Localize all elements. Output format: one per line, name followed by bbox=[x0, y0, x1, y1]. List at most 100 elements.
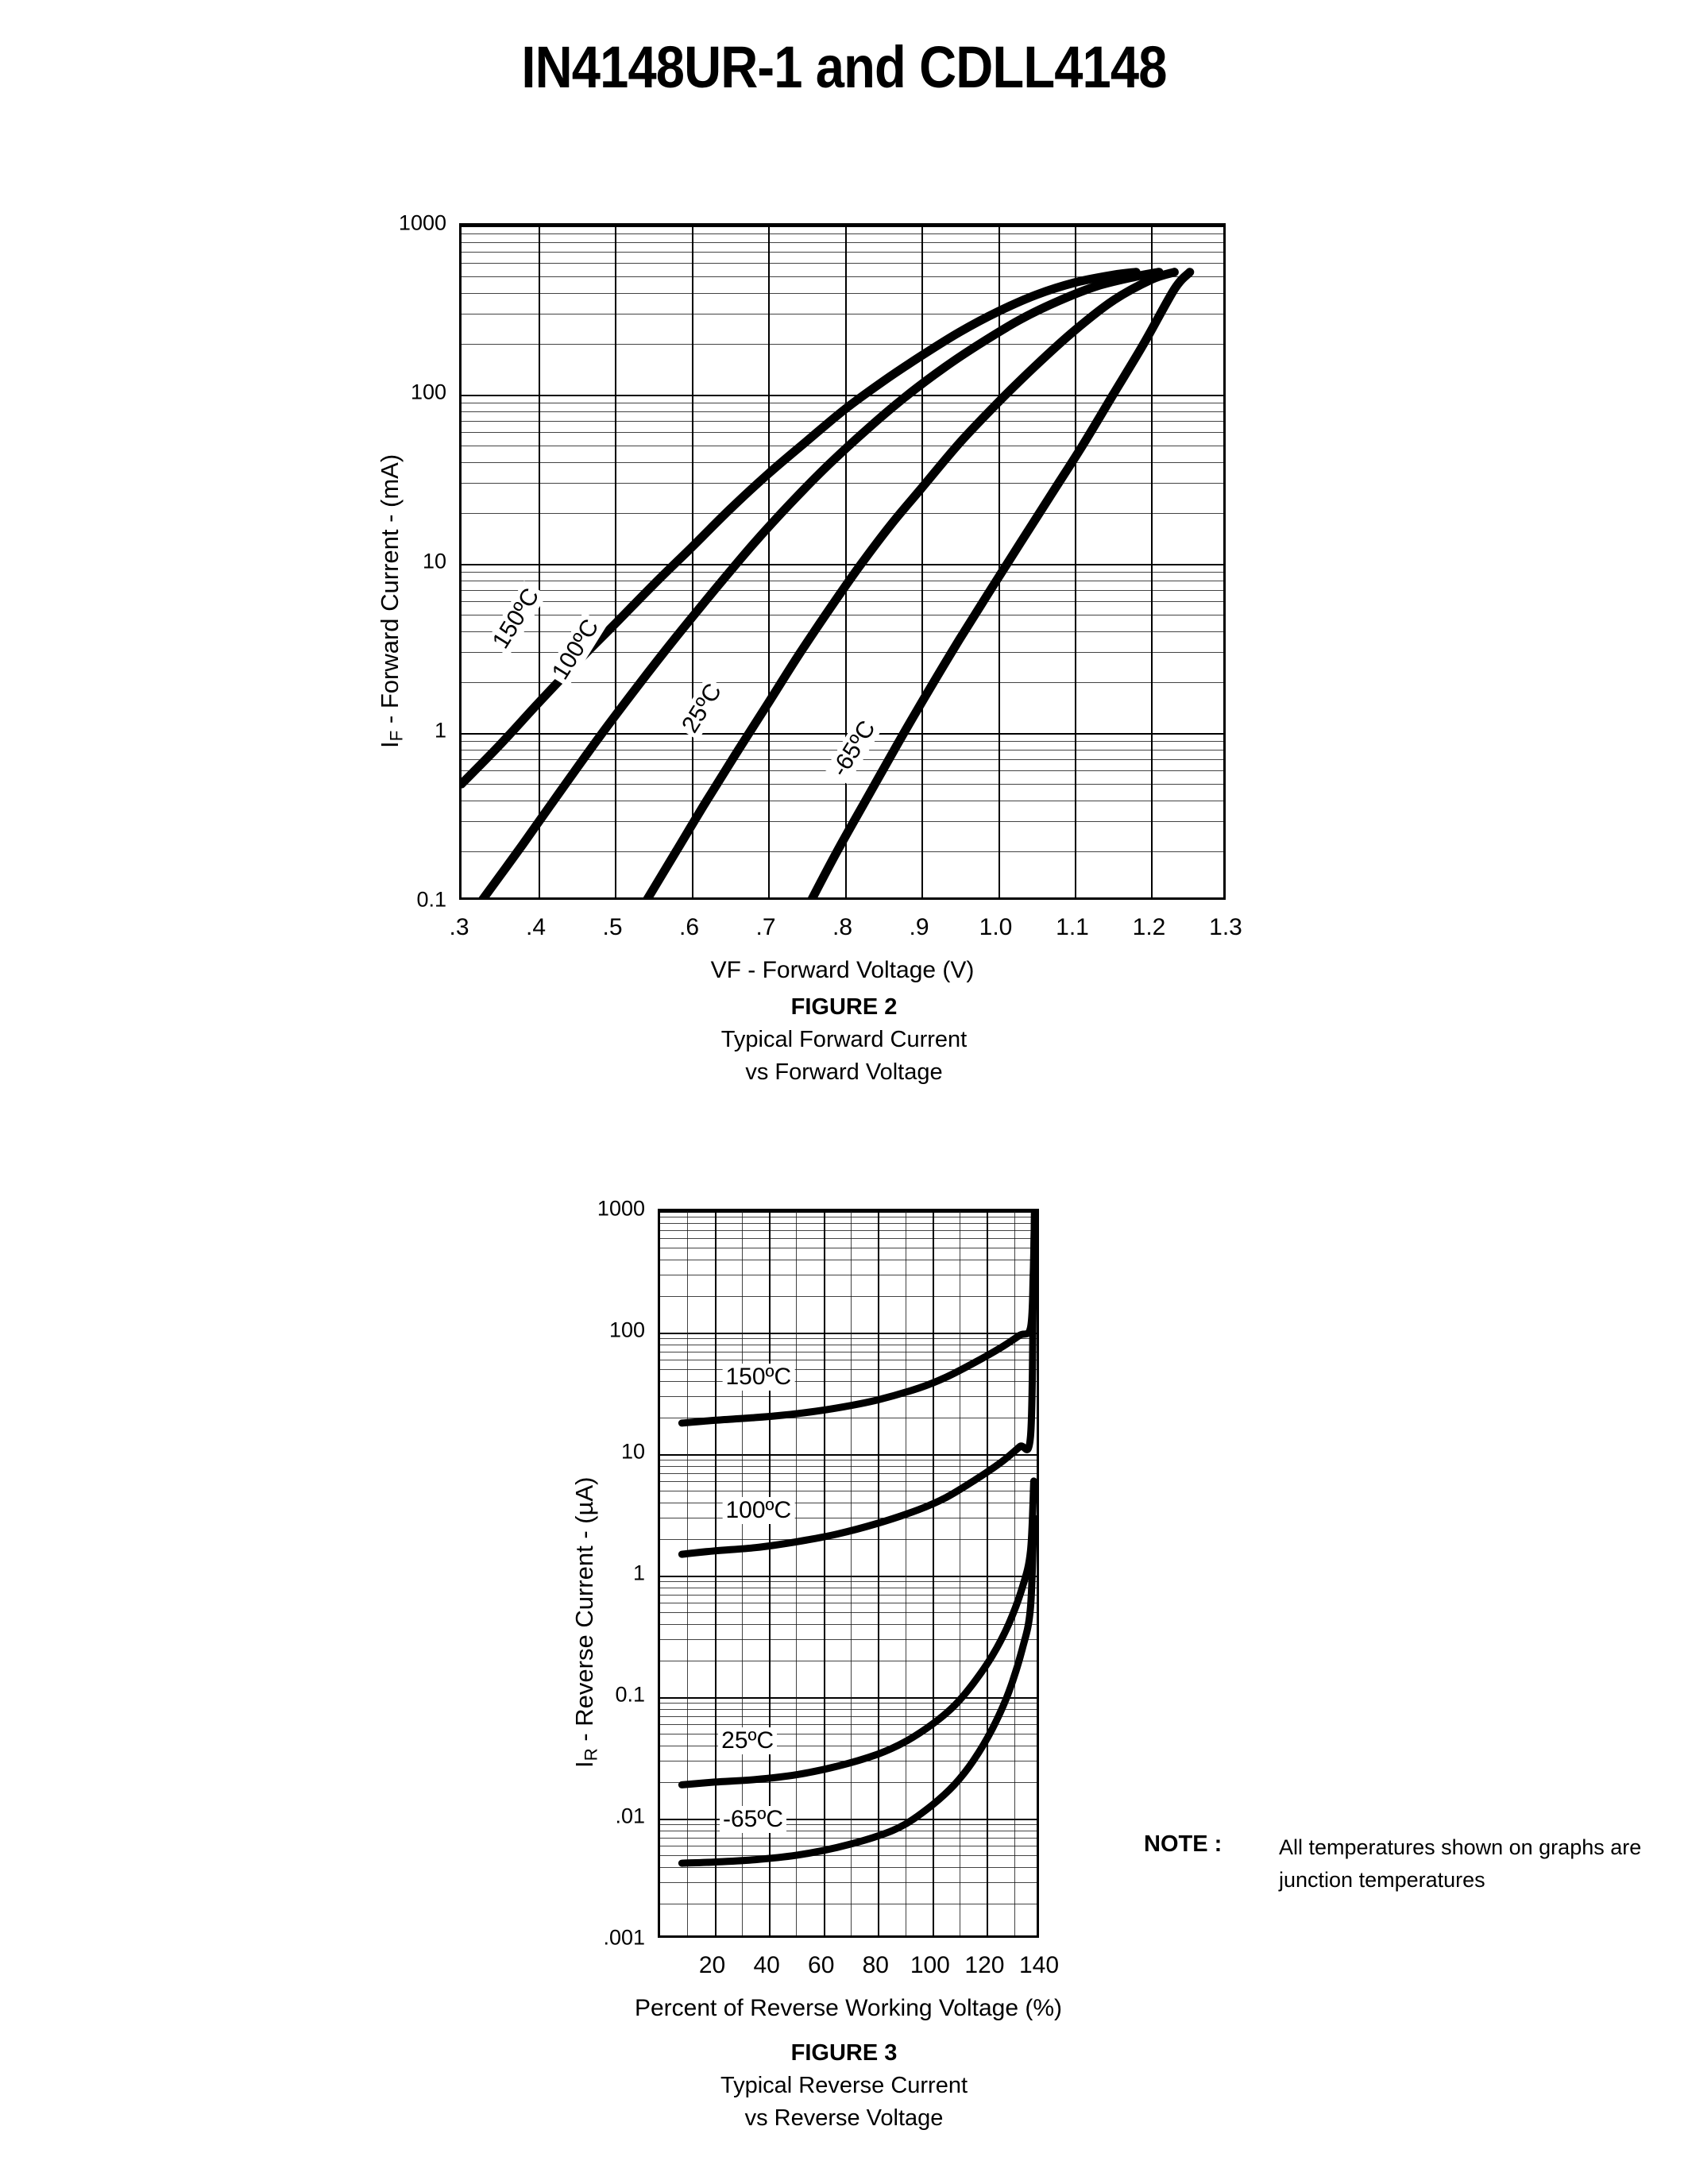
x-axis-tick-label: .9 bbox=[909, 914, 929, 940]
y-axis-tick-label: 0.1 bbox=[615, 1682, 645, 1707]
gridline-horizontal bbox=[462, 263, 1223, 264]
x-axis-tick-label: 1.1 bbox=[1056, 914, 1089, 940]
gridline-horizontal bbox=[660, 1581, 1037, 1582]
gridline-horizontal bbox=[462, 233, 1223, 234]
gridline-horizontal bbox=[462, 226, 1223, 227]
note-line-2: junction temperatures bbox=[1279, 1867, 1485, 1892]
gridline-vertical bbox=[845, 226, 847, 897]
gridline-horizontal bbox=[462, 821, 1223, 822]
y-axis-tick-label: 100 bbox=[608, 1318, 645, 1342]
page-title: IN4148UR-1 and CDLL4148 bbox=[521, 34, 1167, 100]
gridline-horizontal bbox=[660, 1338, 1037, 1339]
figure-2-plot-area bbox=[459, 223, 1226, 900]
gridline-horizontal bbox=[462, 432, 1223, 433]
gridline-horizontal bbox=[660, 1824, 1037, 1825]
x-axis-tick-label: .8 bbox=[832, 914, 853, 940]
gridline-horizontal bbox=[660, 1703, 1037, 1704]
gridline-vertical bbox=[921, 226, 923, 897]
gridline-horizontal bbox=[660, 1481, 1037, 1482]
figure-3-caption-title: FIGURE 3 bbox=[790, 2040, 898, 2066]
y-axis-tick-label: 100 bbox=[410, 380, 446, 404]
gridline-horizontal bbox=[660, 1396, 1037, 1397]
figure-2-caption-title: FIGURE 2 bbox=[790, 994, 898, 1020]
y-axis-tick-label: .01 bbox=[615, 1804, 645, 1828]
gridline-vertical bbox=[933, 1211, 934, 1935]
gridline-horizontal bbox=[660, 1716, 1037, 1717]
gridline-horizontal bbox=[660, 1454, 1037, 1456]
x-axis-tick-label: 1.2 bbox=[1132, 914, 1166, 940]
gridline-horizontal bbox=[462, 242, 1223, 243]
x-axis-tick-label: 20 bbox=[698, 1952, 726, 1978]
gridline-horizontal bbox=[660, 1333, 1037, 1334]
gridline-horizontal bbox=[660, 1624, 1037, 1625]
note-text: All temperatures shown on graphs are jun… bbox=[1279, 1831, 1652, 1896]
gridline-horizontal bbox=[660, 1819, 1037, 1820]
y-axis-tick-label: 1 bbox=[434, 718, 446, 743]
gridline-vertical bbox=[769, 1211, 771, 1935]
gridline-horizontal bbox=[462, 784, 1223, 785]
gridline-horizontal bbox=[660, 1381, 1037, 1382]
gridline-horizontal bbox=[462, 395, 1223, 396]
gridline-horizontal bbox=[462, 276, 1223, 277]
gridline-vertical bbox=[1075, 226, 1076, 897]
gridline-vertical bbox=[1151, 226, 1153, 897]
x-axis-tick-label: 140 bbox=[1018, 1952, 1060, 1978]
x-axis-tick-label: .6 bbox=[678, 914, 700, 940]
gridline-horizontal bbox=[660, 1466, 1037, 1467]
gridline-horizontal bbox=[462, 513, 1223, 514]
data-curve bbox=[678, 1514, 1037, 1867]
curve-label-150C: 150ºC bbox=[722, 1364, 795, 1391]
y-axis-tick-label: 1 bbox=[632, 1561, 645, 1585]
x-axis-tick-label: .5 bbox=[602, 914, 623, 940]
gridline-vertical bbox=[1014, 1211, 1015, 1935]
x-axis-tick-label: .7 bbox=[755, 914, 776, 940]
y-axis-tick-label: .001 bbox=[603, 1925, 645, 1950]
gridline-horizontal bbox=[660, 1838, 1037, 1839]
gridline-horizontal bbox=[660, 1882, 1037, 1883]
gridline-vertical bbox=[615, 226, 616, 897]
gridline-vertical bbox=[999, 226, 1000, 897]
gridline-horizontal bbox=[660, 1612, 1037, 1613]
data-curve bbox=[678, 1211, 1037, 1558]
note-label: NOTE : bbox=[1144, 1831, 1223, 1857]
gridline-horizontal bbox=[462, 652, 1223, 653]
gridline-horizontal bbox=[660, 1460, 1037, 1461]
data-curve bbox=[478, 268, 1164, 897]
gridline-vertical bbox=[851, 1211, 852, 1935]
gridline-vertical bbox=[768, 226, 770, 897]
gridline-horizontal bbox=[462, 601, 1223, 602]
gridline-vertical bbox=[987, 1211, 988, 1935]
gridline-horizontal bbox=[462, 344, 1223, 345]
gridline-horizontal bbox=[660, 1697, 1037, 1699]
gridline-horizontal bbox=[660, 1211, 1037, 1213]
gridline-vertical bbox=[539, 226, 540, 897]
gridline-horizontal bbox=[660, 1855, 1037, 1856]
gridline-horizontal bbox=[462, 252, 1223, 253]
gridline-horizontal bbox=[660, 1238, 1037, 1239]
gridline-vertical bbox=[824, 1211, 825, 1935]
curve-layer bbox=[678, 1211, 1037, 1867]
gridline-vertical bbox=[692, 226, 693, 897]
x-axis-tick-label: 1.0 bbox=[979, 914, 1013, 940]
gridline-horizontal bbox=[660, 1539, 1037, 1540]
gridline-horizontal bbox=[660, 1595, 1037, 1596]
gridline-vertical bbox=[687, 1211, 688, 1935]
gridline-horizontal bbox=[660, 1296, 1037, 1297]
gridline-horizontal bbox=[660, 1709, 1037, 1710]
x-axis-tick-label: 120 bbox=[964, 1952, 1005, 1978]
gridline-horizontal bbox=[462, 733, 1223, 735]
figure-2-caption-line-2: vs Forward Voltage bbox=[745, 1059, 943, 1086]
data-curve bbox=[678, 1477, 1037, 1788]
gridline-horizontal bbox=[660, 1639, 1037, 1640]
x-axis-tick-label: 1.3 bbox=[1209, 914, 1242, 940]
note-line-1: All temperatures shown on graphs are bbox=[1279, 1835, 1642, 1859]
y-axis-tick-label: 10 bbox=[620, 1439, 645, 1464]
gridline-horizontal bbox=[660, 1369, 1037, 1370]
gridline-horizontal bbox=[462, 564, 1223, 565]
y-axis-tick-label: 1000 bbox=[597, 1196, 645, 1221]
gridline-vertical bbox=[796, 1211, 797, 1935]
gridline-horizontal bbox=[660, 1867, 1037, 1868]
gridline-horizontal bbox=[462, 682, 1223, 683]
